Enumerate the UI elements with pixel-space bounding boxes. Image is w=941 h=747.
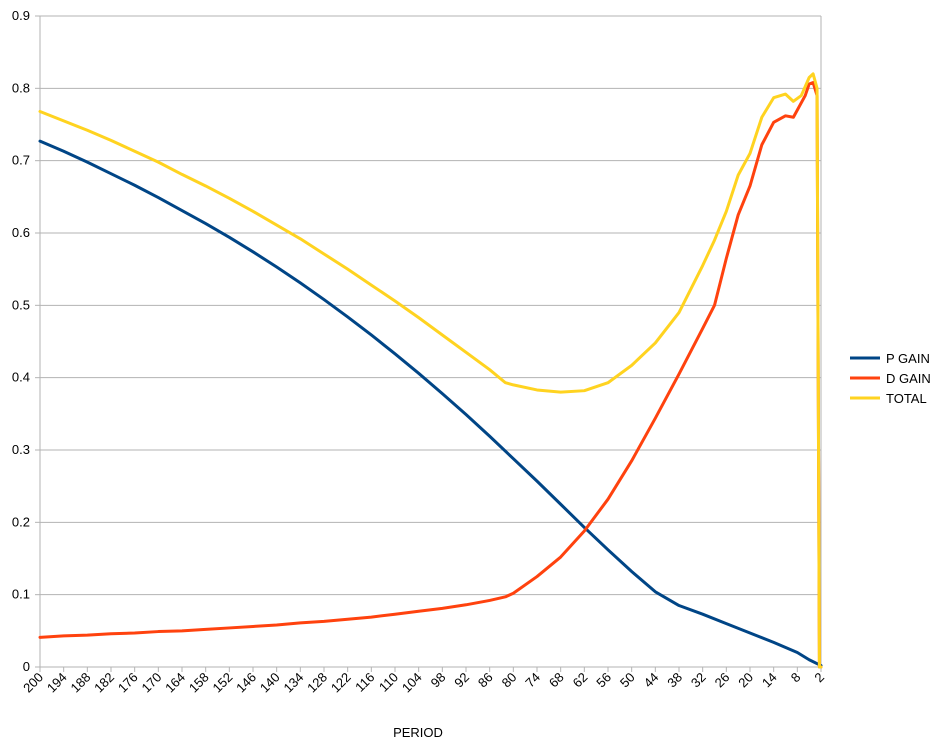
x-tick-label: 20 [735,670,756,691]
y-tick-label: 0.8 [12,80,30,95]
x-tick-label: 128 [304,670,330,696]
x-tick-label: 50 [617,670,638,691]
x-tick-label: 32 [688,670,709,691]
y-tick-label: 0.6 [12,225,30,240]
x-tick-label: 176 [115,670,141,696]
x-tick-label: 140 [257,670,283,696]
series-line-total [38,72,823,669]
x-tick-label: 188 [68,670,94,696]
x-tick-label: 170 [139,670,165,696]
y-tick-label: 0.3 [12,442,30,457]
grid-lines [40,15,821,596]
y-tick-label: 0 [23,659,30,674]
legend-item: D GAIN [850,371,931,386]
y-axis-tick-labels: 0 0.1 0.2 0.3 0.4 0.5 0.6 0.7 0.8 0.9 [12,8,30,674]
x-tick-label: 68 [546,670,567,691]
series-line-d-gain [38,81,823,669]
legend-item: P GAIN [850,351,930,366]
y-tick-label: 0.2 [12,514,30,529]
x-tick-label: 122 [328,670,354,696]
x-axis-title: PERIOD [393,725,443,740]
y-tick-label: 0.1 [12,587,30,602]
x-tick-label: 194 [44,670,70,696]
y-tick-label: 0.5 [12,297,30,312]
x-tick-label: 182 [91,670,117,696]
x-tick-label: 152 [210,670,236,696]
x-tick-label: 8 [788,670,804,686]
x-tick-label: 2 [811,670,827,686]
x-tick-label: 26 [712,670,733,691]
legend-label: D GAIN [886,371,931,386]
x-tick-label: 92 [451,670,472,691]
x-tick-label: 164 [162,670,188,696]
x-tick-label: 146 [233,670,259,696]
x-tick-label: 14 [759,670,780,691]
x-tick-label: 98 [428,670,449,691]
x-tick-label: 134 [281,670,307,696]
x-tick-label: 56 [593,670,614,691]
series-lines [38,72,823,669]
y-tick-label: 0.4 [12,370,30,385]
y-tick-label: 0.9 [12,8,30,23]
series-line-p-gain [38,139,823,668]
legend: P GAIN D GAIN TOTAL [850,351,931,406]
x-tick-label: 158 [186,670,212,696]
x-tick-label: 74 [522,670,543,691]
x-tick-label: 62 [570,670,591,691]
axes [35,15,822,672]
x-tick-label: 86 [475,670,496,691]
x-tick-label: 116 [352,670,377,695]
legend-label: P GAIN [886,351,930,366]
x-tick-label: 44 [641,670,662,691]
legend-label: TOTAL [886,391,927,406]
x-tick-label: 38 [664,670,685,691]
x-tick-label: 110 [376,670,401,695]
x-tick-label: 80 [499,670,520,691]
x-axis-tick-labels: 2001941881821761701641581521461401341281… [20,670,827,696]
y-tick-label: 0.7 [12,153,30,168]
x-tick-label: 104 [399,670,425,696]
legend-item: TOTAL [850,391,927,406]
